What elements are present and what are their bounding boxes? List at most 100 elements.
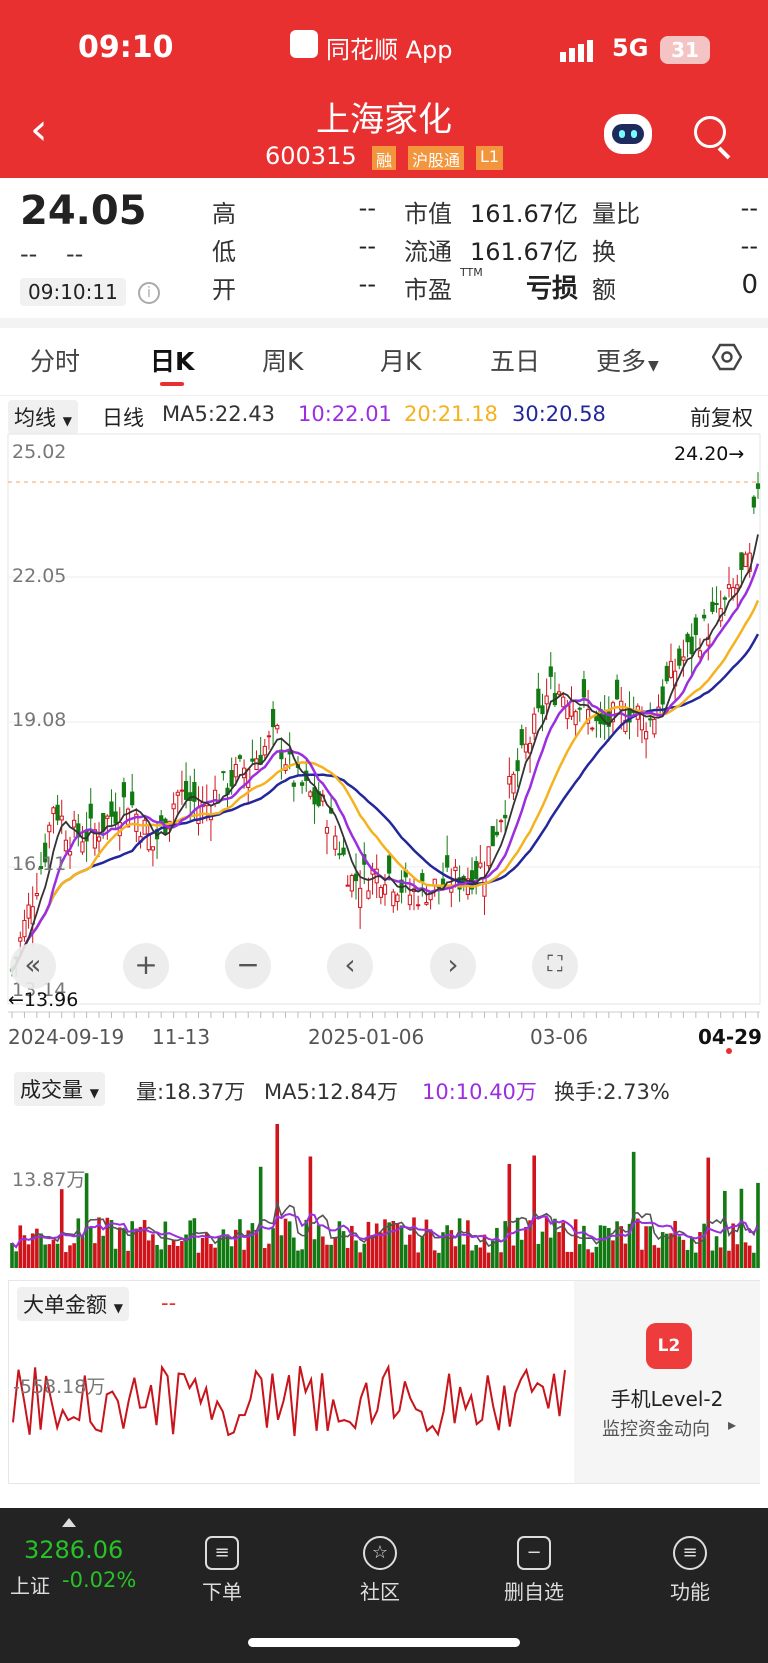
candle-body — [387, 855, 392, 874]
volume-bar — [142, 1220, 147, 1268]
volume-bar — [561, 1222, 566, 1268]
volume-bar — [503, 1221, 507, 1268]
turnover-rate: 换手:2.73% — [554, 1080, 670, 1104]
stock-name: 上海家化 — [316, 100, 452, 140]
robot-assistant-icon[interactable] — [604, 114, 652, 154]
settings-hex-icon[interactable] — [711, 342, 743, 372]
scroll-right-icon[interactable]: › — [430, 943, 476, 989]
ma5-line — [11, 534, 759, 972]
search-icon[interactable] — [694, 116, 726, 148]
volume-bar — [652, 1245, 657, 1268]
candle-body — [498, 820, 504, 823]
nav-remove-watchlist[interactable]: − 删自选 — [484, 1536, 584, 1605]
tab-five-day[interactable]: 五日 — [490, 347, 541, 376]
big-order-selector[interactable]: 大单金额 ▼ — [17, 1287, 129, 1321]
status-time: 09:10 — [78, 30, 174, 65]
volume-bar — [403, 1244, 408, 1268]
candle-body — [80, 841, 85, 853]
volume-bar — [619, 1226, 624, 1268]
scroll-left-icon[interactable]: ‹ — [327, 943, 373, 989]
candle-body — [544, 695, 549, 705]
tab-daily[interactable]: 日K — [150, 347, 195, 376]
volume-bar — [540, 1231, 545, 1268]
volume-bar — [743, 1242, 748, 1268]
volume-bar — [590, 1252, 595, 1268]
ma-selector[interactable]: 均线 ▼ — [8, 400, 78, 434]
zoom-in-icon[interactable]: + — [123, 943, 169, 989]
candle-body — [101, 813, 106, 832]
nav-order[interactable]: ≡ 下单 — [172, 1536, 272, 1605]
volume-bar — [354, 1240, 358, 1268]
volume-bar — [113, 1248, 118, 1268]
candle-body — [515, 760, 520, 772]
nav-functions-label: 功能 — [670, 1580, 710, 1604]
candle-body — [581, 679, 587, 698]
volume-bar — [723, 1190, 727, 1268]
candle-body — [378, 887, 383, 898]
candle-body — [644, 731, 649, 740]
ma-selector-label: 均线 — [14, 406, 56, 430]
back-icon[interactable]: ‹ — [30, 104, 48, 155]
volume-bar — [329, 1244, 333, 1268]
tab-weekly[interactable]: 周K — [262, 347, 304, 376]
chevron-down-icon: ▼ — [89, 1086, 99, 1100]
volume-bar — [582, 1225, 586, 1268]
volume-bar — [490, 1240, 495, 1268]
value-float-cap: 161.67亿 — [470, 238, 578, 266]
volume-bar — [122, 1228, 126, 1268]
volume-bar — [26, 1244, 31, 1268]
level2-title: 手机Level-2 — [610, 1387, 724, 1411]
candle-body — [478, 862, 483, 868]
ma20-value: 20:21.18 — [404, 402, 498, 426]
collapse-icon[interactable]: « — [10, 943, 56, 989]
volume-bar — [441, 1232, 445, 1268]
volume-bar — [602, 1225, 607, 1268]
info-icon[interactable]: i — [138, 282, 160, 304]
remove-icon: − — [517, 1536, 551, 1570]
volume-bar — [333, 1237, 338, 1268]
x-axis: 2024-09-19 11-13 2025-01-06 03-06 04-29 — [8, 1011, 762, 1054]
candle-body — [420, 873, 425, 882]
volume-bar — [250, 1223, 255, 1268]
volume-bar — [200, 1237, 205, 1268]
adjust-mode[interactable]: 前复权 — [690, 406, 753, 430]
tab-more[interactable]: 更多 ▼ — [596, 342, 659, 378]
nav-functions[interactable]: ≡ 功能 — [640, 1536, 740, 1605]
candle-body — [614, 679, 620, 700]
tab-intraday[interactable]: 分时 — [30, 347, 81, 376]
volume-bar — [383, 1219, 387, 1268]
candle-body — [67, 851, 73, 856]
volume-bar — [296, 1250, 300, 1268]
volume-bar — [130, 1221, 134, 1268]
candle-body — [755, 483, 761, 489]
volume-bar — [196, 1252, 201, 1268]
app-logo-icon — [290, 30, 318, 58]
volume-bar — [727, 1250, 731, 1268]
volume-bar — [267, 1243, 271, 1268]
volume-ma10: 10:10.40万 — [422, 1080, 537, 1104]
period-tabs: 分时 日K 周K 月K 五日 更多 ▼ — [0, 318, 768, 396]
volume-bar — [615, 1221, 619, 1268]
fullscreen-icon[interactable]: ⛶ — [532, 943, 578, 989]
tab-monthly[interactable]: 月K — [380, 347, 422, 376]
volume-bar — [714, 1236, 719, 1268]
volume-selector[interactable]: 成交量 ▼ — [14, 1072, 105, 1106]
candle-body — [55, 804, 60, 821]
candle-body — [113, 811, 118, 824]
level2-promo[interactable]: L2 手机Level-2 监控资金动向 ▸ — [574, 1281, 760, 1483]
volume-chart[interactable]: 13.87万 — [0, 1108, 768, 1270]
kline-chart[interactable]: 25.02 22.05 19.08 16.11 13.14 24.20→ ←13… — [0, 432, 768, 1012]
volume-bar — [101, 1235, 105, 1268]
x-tick-4: 03-06 — [530, 1025, 588, 1049]
value-market-cap: 161.67亿 — [470, 200, 578, 228]
volume-bar — [669, 1233, 673, 1268]
candle-body — [266, 735, 272, 738]
volume-ma5-line — [11, 1201, 759, 1249]
candle-body — [96, 836, 102, 842]
volume-bars — [10, 1124, 760, 1268]
candle-body — [229, 770, 234, 787]
change-value: -- — [20, 240, 38, 268]
zoom-out-icon[interactable]: − — [225, 943, 271, 989]
volume-bar — [507, 1163, 512, 1268]
nav-community[interactable]: ☆ 社区 — [330, 1536, 430, 1605]
